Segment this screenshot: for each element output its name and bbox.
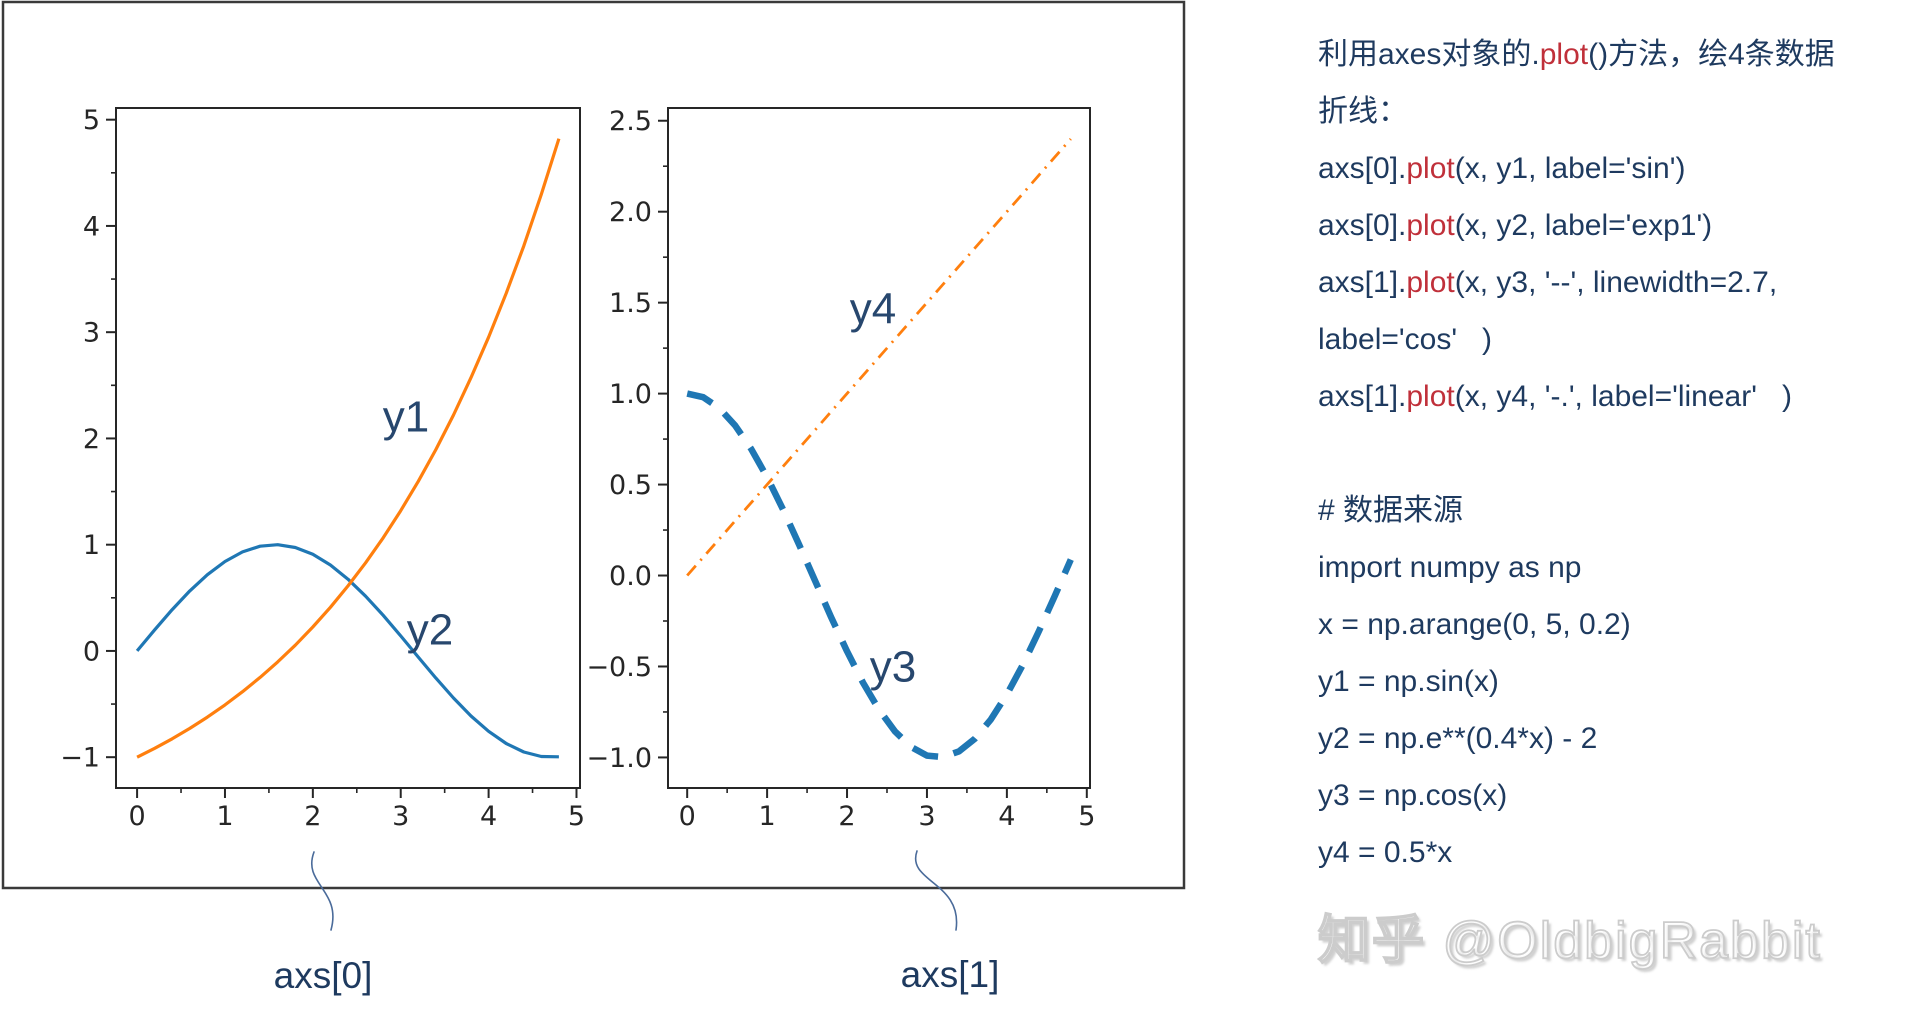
y-tick-label: 2 [83,424,100,455]
code-text: (x, y3, '--', linewidth=2.7, [1454,266,1778,299]
code-line-12: y2 = np.e**(0.4*x) - 2 [1318,710,1908,767]
code-line-0: 利用axes对象的.plot()方法，绘4条数据 [1318,26,1908,83]
code-text: (x, y2, label='exp1') [1454,209,1713,242]
code-text: label='cos' ) [1318,323,1493,356]
code-keyword: plot [1406,266,1455,299]
y-tick-label: −1 [60,743,100,774]
code-text: 利用axes对象的. [1318,38,1540,71]
code-text: axs[1]. [1318,380,1407,413]
code-line-7 [1318,425,1908,482]
watermark: 知乎 @OldbigRabbit [1317,898,1908,973]
code-text: (x, y4, '-.', label='linear' ) [1454,380,1792,413]
subplot-axs[0]: 0 1 2 3 4 5 5 4 3 2 1 0 −1 y1 y2 [60,105,585,832]
x-tick-label: 1 [216,801,233,832]
annotation-y3: y3 [870,643,916,692]
code-text: axs[0]. [1318,152,1407,185]
x-tick-label: 0 [128,801,145,832]
code-line-3: axs[0].plot(x, y2, label='exp1') [1318,197,1908,254]
series-cos-line [686,390,1074,761]
y-tick-label: 1.5 [609,288,652,319]
series-sin-line [135,543,559,759]
y-tick-label: 0.0 [609,561,652,592]
code-keyword: plot [1406,152,1455,185]
annotation-y1: y1 [383,393,429,442]
callout-label-axs[1]: axs[1] [901,954,1000,995]
code-keyword: plot [1406,209,1455,242]
annotation-y2: y2 [407,606,453,655]
code-keyword: plot [1406,380,1455,413]
code-line-8: # 数据来源 [1318,482,1908,539]
x-tick-label: 5 [568,801,585,832]
code-text: y4 = 0.5*x [1318,836,1453,869]
y-tick-label: 3 [83,318,100,349]
watermark-brand: 知乎 [1317,911,1427,971]
code-text: ()方法，绘4条数据 [1588,38,1835,71]
callout-line-axs[0] [311,851,334,931]
x-tick-label: 2 [304,801,321,832]
y-tick-label: −1.0 [586,743,652,774]
x-tick-label: 4 [998,801,1015,832]
code-text: axs[0]. [1318,209,1407,242]
code-line-2: axs[0].plot(x, y1, label='sin') [1318,140,1908,197]
code-text: 折线： [1318,95,1408,128]
y-tick-label: 0 [83,636,100,667]
axes-frame-axs[0] [115,107,581,789]
x-tick-label: 4 [480,801,497,832]
series-linear-line [686,137,1072,577]
x-tick-label: 2 [838,801,855,832]
x-tick-label: 3 [918,801,935,832]
y-tick-label: 2.0 [609,197,652,228]
x-tick-label: 1 [759,801,776,832]
code-line-11: y1 = np.sin(x) [1318,653,1908,710]
x-tick-label: 3 [392,801,409,832]
code-text: y3 = np.cos(x) [1318,779,1508,812]
code-panel: 利用axes对象的.plot()方法，绘4条数据 折线： axs[0].plot(x… [1318,26,1908,881]
code-keyword: plot [1539,38,1589,71]
code-line-14: y4 = 0.5*x [1318,824,1908,881]
callout-label-axs[0]: axs[0] [274,955,373,996]
x-tick-label: 5 [1078,801,1095,832]
code-line-13: y3 = np.cos(x) [1318,767,1908,824]
annotation-y4: y4 [850,285,896,334]
code-line-9: import numpy as np [1318,539,1908,596]
code-text: y1 = np.sin(x) [1318,665,1499,698]
code-text: y2 = np.e**(0.4*x) - 2 [1318,722,1598,755]
y-tick-label: 2.5 [609,106,652,137]
y-tick-label: 1 [83,530,100,561]
code-line-4: axs[1].plot(x, y3, '--', linewidth=2.7, [1318,254,1908,311]
code-line-1: 折线： [1318,83,1908,140]
callout-line-axs[1] [914,850,958,931]
code-line-6: axs[1].plot(x, y4, '-.', label='linear' … [1318,368,1908,425]
code-line-10: x = np.arange(0, 5, 0.2) [1318,596,1908,653]
subplot-axs[1]: 0 1 2 3 4 5 2.5 2.0 1.5 1.0 0.5 0.0 −0.5 −1.0 y4 y3 [586,106,1095,832]
x-tick-label: 0 [679,801,696,832]
code-line-5: label='cos' ) [1318,311,1908,368]
watermark-handle: @OldbigRabbit [1442,911,1822,971]
code-text: (x, y1, label='sin') [1454,152,1686,185]
y-tick-label: 1.0 [609,379,652,410]
y-tick-label: 4 [83,211,100,242]
code-text: x = np.arange(0, 5, 0.2) [1318,608,1631,641]
code-text: axs[1]. [1318,266,1407,299]
y-tick-label: −0.5 [586,652,652,683]
code-text: # 数据来源 [1318,494,1464,527]
y-tick-label: 0.5 [609,470,652,501]
y-tick-label: 5 [83,105,100,136]
code-text: import numpy as np [1318,551,1582,584]
figure-border [1,0,1186,890]
series-exp1-line [136,138,561,759]
